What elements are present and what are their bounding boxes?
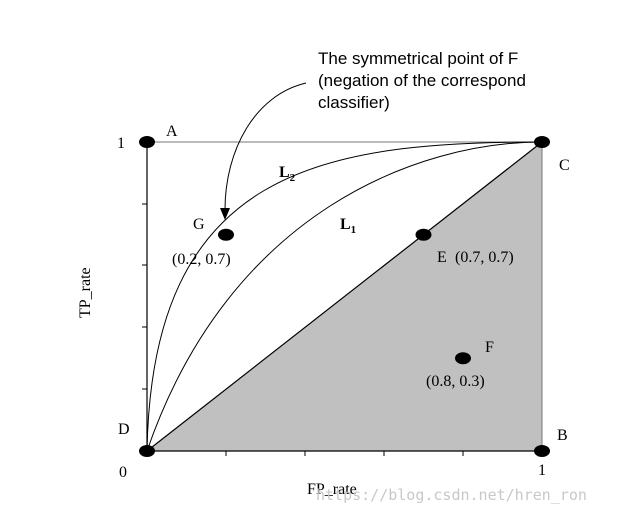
diagonal-line — [146, 141, 543, 452]
point-d — [139, 445, 155, 457]
x-axis-title: FP_rate — [307, 481, 357, 498]
coord-label-e: (0.7, 0.7) — [455, 249, 514, 266]
watermark: https://blog.csdn.net/hren_ron — [316, 486, 587, 504]
annotation-arrowhead — [220, 208, 230, 220]
annotation-line-1: The symmetrical point of F — [318, 49, 518, 68]
curve-l1-label: L1 — [340, 216, 356, 236]
point-b — [534, 445, 550, 457]
annotation-line-2: (negation of the correspond — [318, 71, 526, 90]
data-points — [139, 136, 550, 457]
point-label-c: C — [559, 157, 570, 174]
tick-label-y-1: 1 — [117, 135, 125, 152]
point-label-f: F — [485, 339, 494, 356]
point-c — [534, 136, 550, 148]
annotation-line-3: classifier) — [318, 93, 390, 112]
coord-label-g: (0.2, 0.7) — [172, 251, 231, 268]
point-label-g: G — [193, 216, 205, 233]
curve-l2-label: L2 — [279, 164, 296, 184]
point-a — [139, 136, 155, 148]
point-label-d: D — [118, 421, 130, 438]
tick-label-x-1: 1 — [538, 462, 546, 479]
point-g — [218, 228, 234, 241]
point-e — [415, 228, 432, 241]
curve-l2 — [146, 141, 543, 452]
y-axis-ticks — [142, 203, 147, 390]
point-f — [455, 352, 471, 365]
annotation-arrow — [224, 82, 307, 211]
curve-l1 — [146, 141, 543, 452]
point-label-e: E — [437, 249, 447, 266]
x-axis-ticks — [225, 451, 464, 456]
y-axis-title: TP_rate — [77, 267, 94, 318]
tick-label-origin: 0 — [119, 464, 127, 481]
coord-label-f: (0.8, 0.3) — [426, 373, 485, 390]
point-label-a: A — [166, 123, 178, 140]
point-label-b: B — [557, 427, 568, 444]
